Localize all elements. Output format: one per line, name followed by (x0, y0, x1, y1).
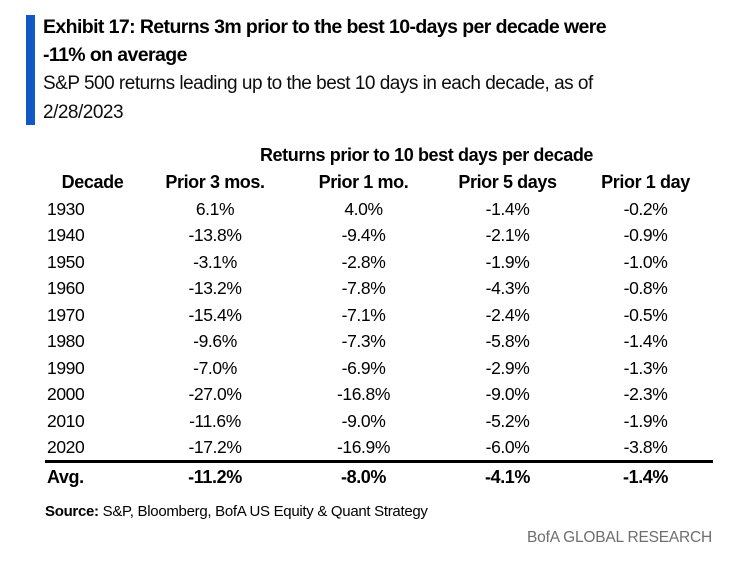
source-label: Source: (45, 503, 99, 520)
table-row: 1970 -15.4% -7.1% -2.4% -0.5% (45, 302, 713, 329)
decade-cell: 1960 (47, 278, 85, 299)
col-header-prior-1-day: Prior 1 day (601, 172, 690, 192)
table-row: 1940 -13.8% -9.4% -2.1% -0.9% (45, 223, 713, 250)
exhibit-header: Exhibit 17: Returns 3m prior to the best… (26, 13, 712, 127)
value-cell: -0.2% (623, 198, 668, 219)
value-cell: -1.9% (623, 410, 668, 431)
value-cell: -27.0% (188, 384, 242, 405)
col-header-decade: Decade (61, 172, 124, 192)
avg-value-prior-3-mos: -11.2% (140, 459, 290, 493)
decade-cell: 1930 (47, 198, 85, 219)
table-row: 2010 -11.6% -9.0% -5.2% -1.9% (45, 408, 713, 435)
value-cell: -1.3% (623, 357, 668, 378)
decade-cell: 1990 (47, 357, 85, 378)
span-header-row: Returns prior to 10 best days per decade (45, 141, 713, 169)
brand-text: BofA GLOBAL RESEARCH (527, 529, 712, 546)
value-cell: 6.1% (195, 198, 235, 219)
decade-cell: 1950 (47, 251, 85, 272)
decade-cell: 2010 (47, 410, 85, 431)
value-cell: -0.8% (623, 278, 668, 299)
span-header-spacer (45, 141, 140, 169)
avg-value-prior-1-day: -1.4% (578, 459, 713, 493)
table-row: 2000 -27.0% -16.8% -9.0% -2.3% (45, 382, 713, 409)
value-cell: -2.1% (485, 225, 530, 246)
decade-cell: 1980 (47, 331, 85, 352)
value-cell: -11.6% (189, 410, 241, 431)
value-cell: -9.6% (193, 331, 237, 352)
exhibit-subtitle-line2: 2/28/2023 (43, 102, 124, 123)
value-cell: -2.8% (341, 251, 386, 272)
value-cell: -1.0% (623, 251, 668, 272)
returns-table: Returns prior to 10 best days per decade… (45, 141, 713, 493)
value-cell: -9.4% (341, 225, 386, 246)
value-cell: -0.9% (623, 225, 668, 246)
value-cell: -1.9% (485, 251, 530, 272)
accent-bar (26, 15, 35, 125)
value-cell: -3.8% (623, 436, 668, 457)
brand-footer: BofA GLOBAL RESEARCH (0, 529, 730, 547)
decade-cell: 2000 (47, 384, 85, 405)
column-header-row: Decade Prior 3 mos. Prior 1 mo. Prior 5 … (45, 169, 713, 196)
value-cell: -7.0% (193, 357, 237, 378)
value-cell: -13.8% (188, 225, 242, 246)
avg-value-prior-5-days: -4.1% (437, 459, 578, 493)
table-row: 1950 -3.1% -2.8% -1.9% -1.0% (45, 249, 713, 276)
value-cell: -7.8% (341, 278, 386, 299)
value-cell: -5.8% (485, 331, 530, 352)
table-row: 1960 -13.2% -7.8% -4.3% -0.8% (45, 276, 713, 303)
decade-cell: 1940 (47, 225, 85, 246)
value-cell: -1.4% (485, 198, 530, 219)
exhibit-title-line1: Exhibit 17: Returns 3m prior to the best… (43, 16, 607, 38)
value-cell: -16.8% (336, 384, 391, 405)
table-row: 2020 -17.2% -16.9% -6.0% -3.8% (45, 435, 713, 462)
decade-cell: 2020 (47, 436, 85, 457)
value-cell: -7.1% (341, 304, 386, 325)
source-line: Source: S&P, Bloomberg, BofA US Equity &… (45, 503, 730, 520)
exhibit-subtitle-line1: S&P 500 returns leading up to the best 1… (43, 73, 593, 94)
value-cell: -7.3% (341, 331, 386, 352)
value-cell: -17.2% (188, 436, 242, 457)
value-cell: -6.9% (341, 357, 386, 378)
table-row: 1980 -9.6% -7.3% -5.8% -1.4% (45, 329, 713, 356)
decade-cell: 1970 (47, 304, 85, 325)
value-cell: -16.9% (336, 436, 391, 457)
value-cell: -13.2% (188, 278, 242, 299)
value-cell: -2.9% (485, 357, 530, 378)
col-header-prior-5-days: Prior 5 days (458, 172, 557, 192)
col-header-prior-1-mo: Prior 1 mo. (318, 172, 409, 192)
exhibit-title-line2: -11% on average (43, 44, 187, 66)
value-cell: 4.0% (344, 198, 383, 219)
value-cell: -2.4% (485, 304, 530, 325)
value-cell: -3.1% (193, 251, 237, 272)
table-body: 1930 6.1% 4.0% -1.4% -0.2% 1940 -13.8% -9.4% -2.… (45, 196, 713, 461)
value-cell: -4.3% (485, 278, 530, 299)
source-text: S&P, Bloomberg, BofA US Equity & Quant S… (102, 503, 428, 520)
value-cell: -0.5% (623, 304, 668, 325)
table-row: 1990 -7.0% -6.9% -2.9% -1.3% (45, 355, 713, 382)
table-row: 1930 6.1% 4.0% -1.4% -0.2% (45, 196, 713, 223)
col-header-prior-3-mos: Prior 3 mos. (165, 172, 265, 192)
value-cell: -5.2% (485, 410, 530, 431)
value-cell: -6.0% (485, 436, 530, 457)
header-text-block: Exhibit 17: Returns 3m prior to the best… (35, 13, 607, 127)
value-cell: -9.0% (485, 384, 530, 405)
value-cell: -15.4% (188, 304, 242, 325)
avg-row: Avg. -11.2% -8.0% -4.1% -1.4% (45, 459, 713, 493)
table-span-header: Returns prior to 10 best days per decade (259, 144, 594, 165)
value-cell: -2.3% (623, 384, 668, 405)
avg-label: Avg. (45, 459, 140, 493)
value-cell: -1.4% (623, 331, 668, 352)
exhibit-page: Exhibit 17: Returns 3m prior to the best… (0, 13, 730, 547)
value-cell: -9.0% (341, 410, 386, 431)
avg-value-prior-1-mo: -8.0% (290, 459, 437, 493)
